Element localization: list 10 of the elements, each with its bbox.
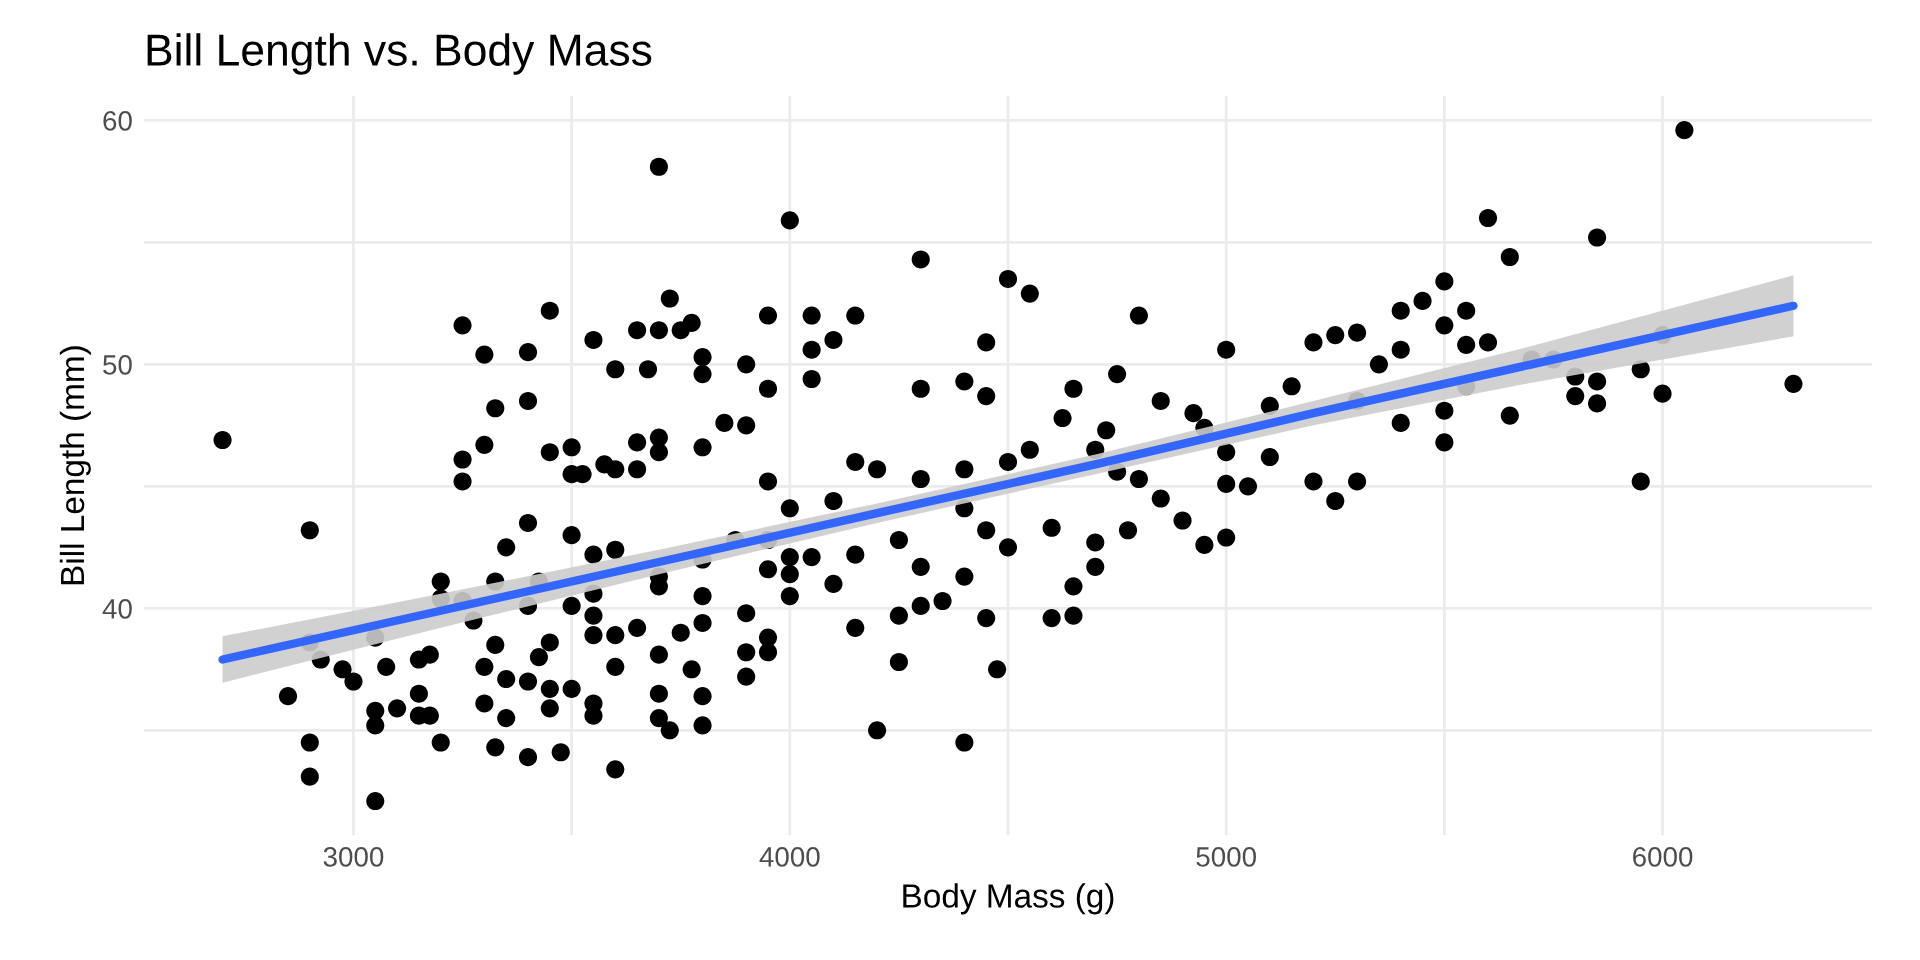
x-axis-title: Body Mass (g): [903, 883, 1114, 915]
x-tick-label: 4000: [759, 847, 820, 867]
y-tick-label: 60: [103, 111, 132, 131]
x-tick-label: 5000: [1196, 847, 1256, 867]
y-tick-label: 40: [102, 598, 132, 619]
x-tick-label: 3000: [323, 847, 384, 867]
y-tick-label: 50: [103, 355, 132, 375]
y-axis-title: Bill Length (mm): [59, 346, 91, 585]
x-tick-label: 6000: [1633, 847, 1693, 867]
chart-title: Bill Length vs. Body Mass: [147, 33, 652, 75]
